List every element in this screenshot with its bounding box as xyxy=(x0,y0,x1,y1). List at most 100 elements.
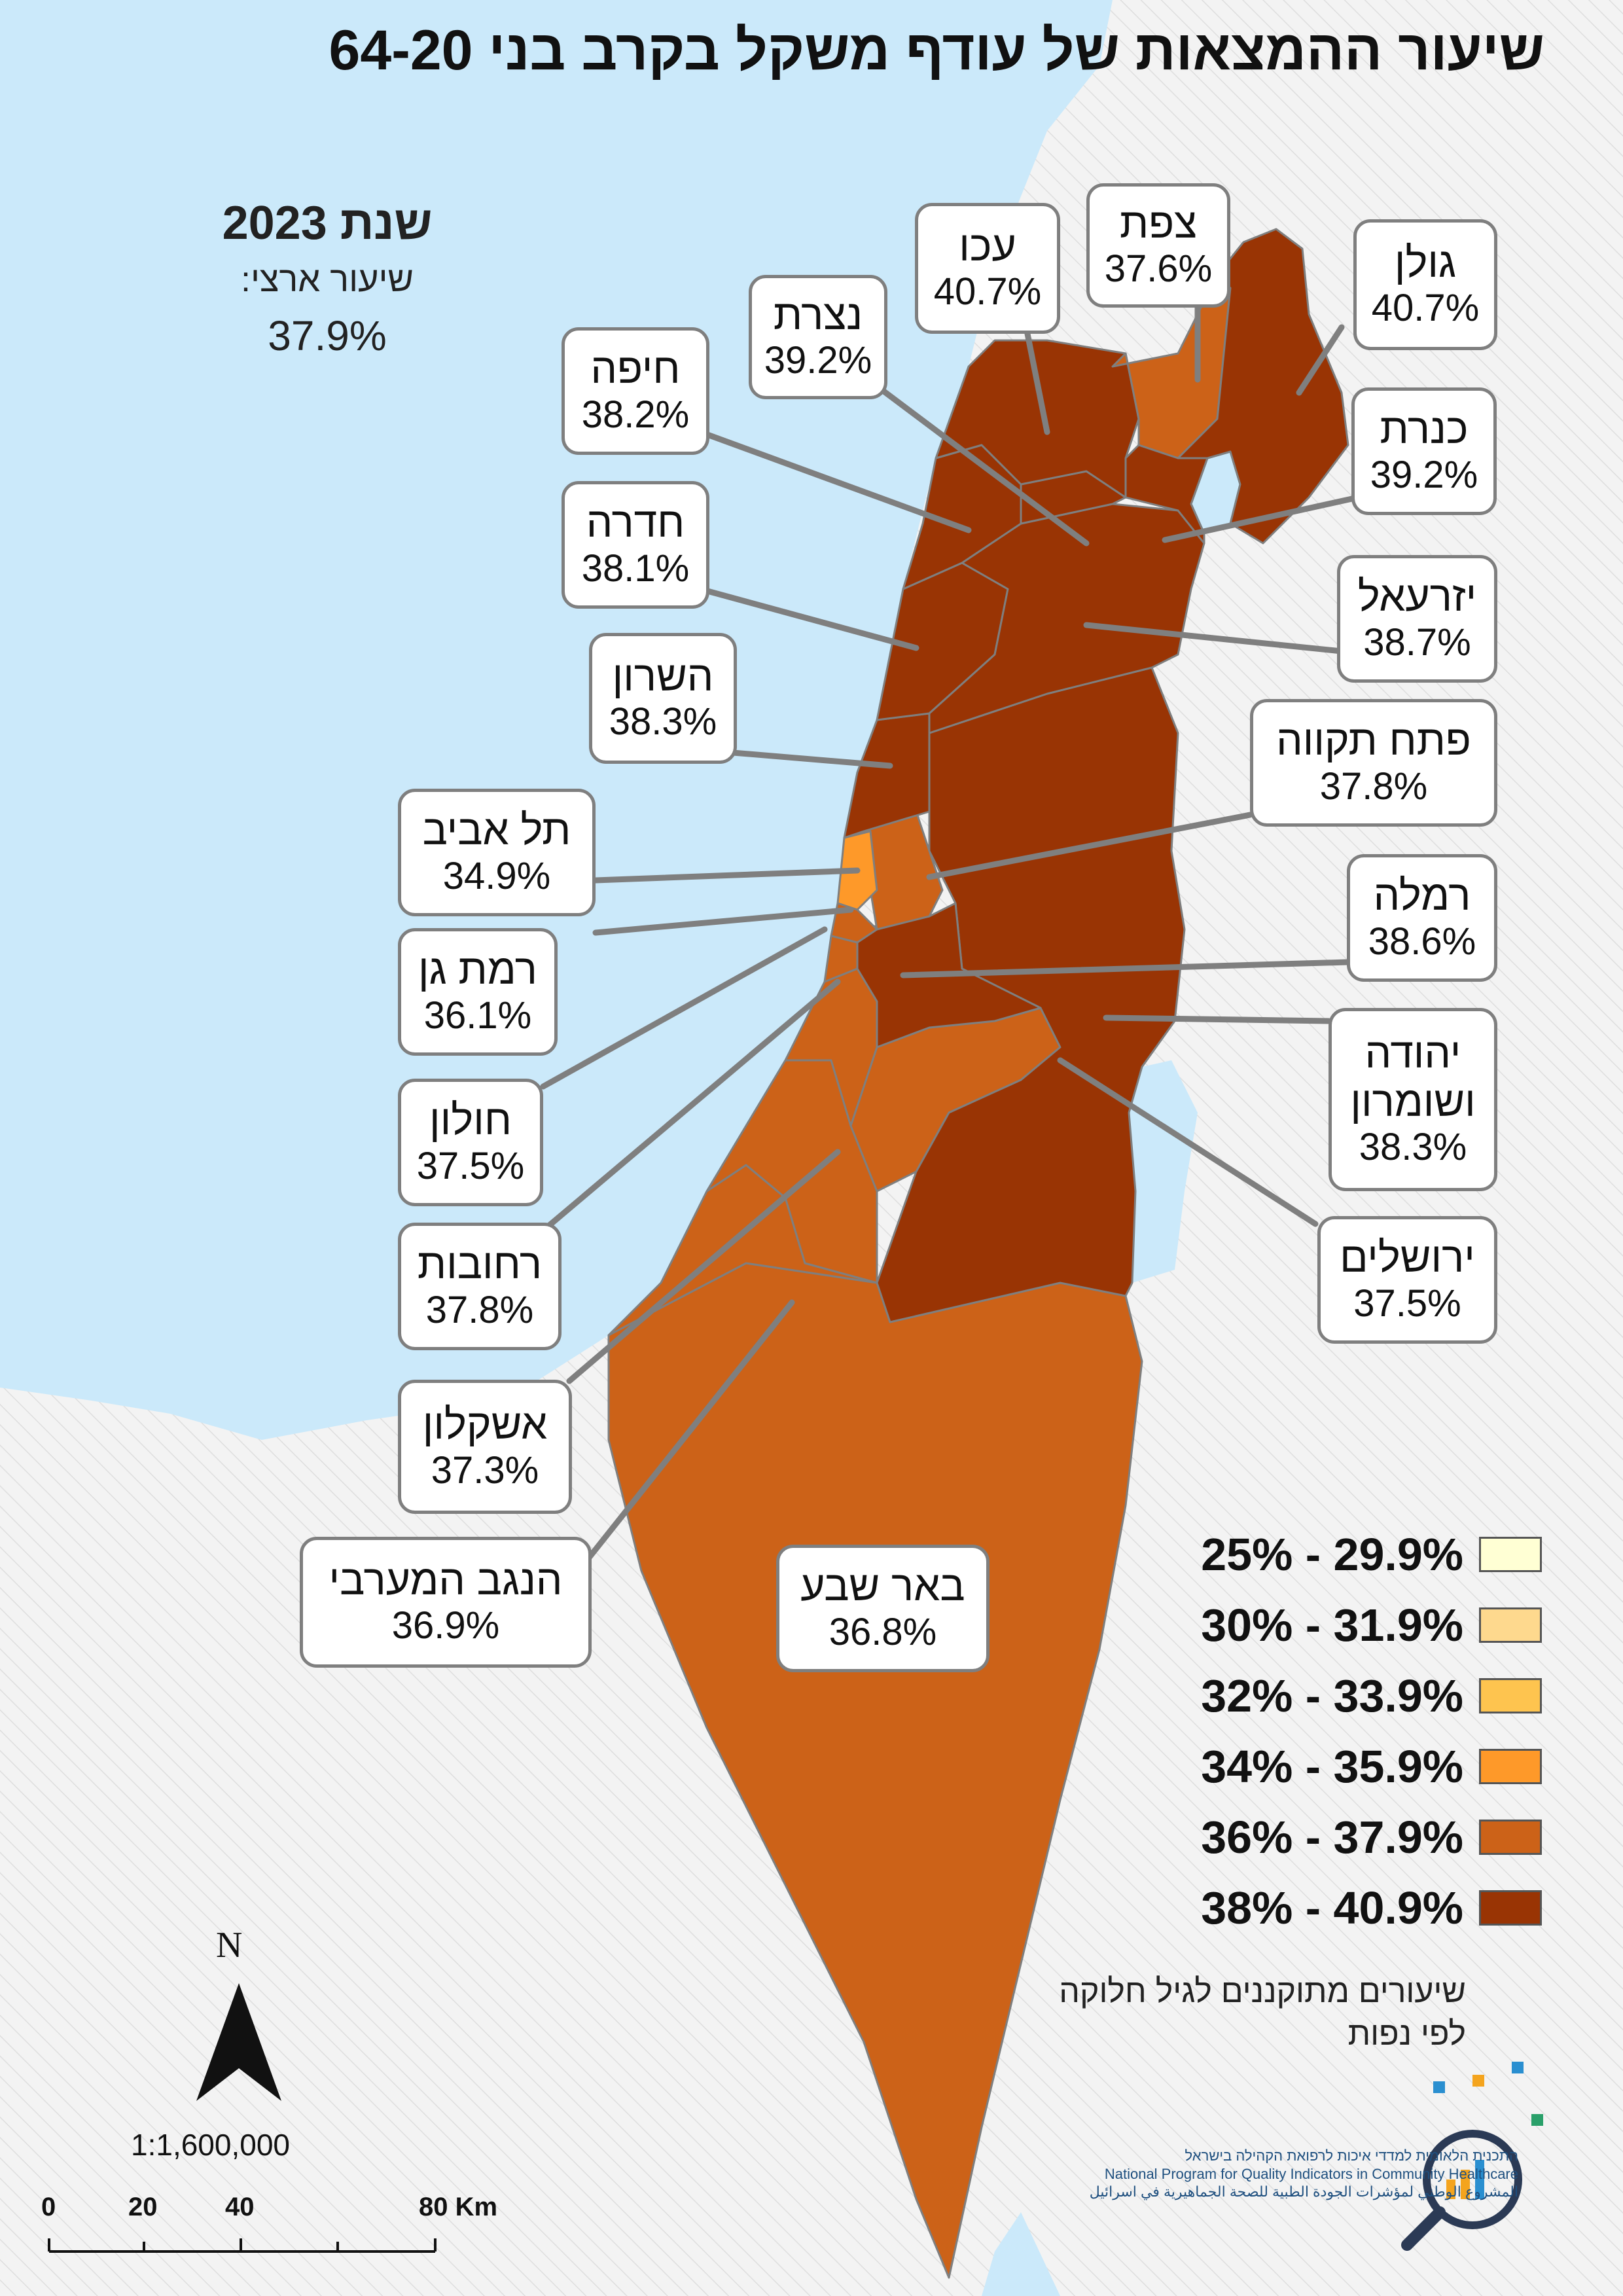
callout-ako[interactable]: עכו 40.7% xyxy=(915,203,1060,334)
scale-label-20: 20 xyxy=(128,2193,158,2221)
region-value: 38.3% xyxy=(609,700,717,744)
leader-yizreel xyxy=(1083,622,1345,655)
national-rate-value: 37.9% xyxy=(268,312,387,359)
org-credit: התכנית הלאומית למדדי איכות לרפואת הקהילה… xyxy=(942,2147,1518,2201)
region-name: אשקלון xyxy=(422,1401,548,1448)
region-value: 36.1% xyxy=(423,994,532,1037)
page-title: שיעור ההמצאות של עודף משקל בקרב בני 64-2… xyxy=(329,19,1544,82)
legend-item: 38% - 40.9% xyxy=(1086,1878,1558,1937)
region-name: הנגב המערבי xyxy=(329,1556,563,1604)
scale-label-40: 40 xyxy=(225,2193,255,2221)
callout-ramat-gan[interactable]: רמת גן 36.1% xyxy=(398,928,558,1056)
callout-petah-tikva[interactable]: פתח תקווה 37.8% xyxy=(1250,699,1497,827)
region-name: גולן xyxy=(1394,238,1457,286)
org-logo-icon xyxy=(1401,2062,1543,2251)
region-name: חדרה xyxy=(586,499,685,547)
leader-ashkelon xyxy=(566,1149,841,1384)
legend-swatch xyxy=(1479,1890,1542,1926)
callout-golan[interactable]: גולן 40.7% xyxy=(1353,219,1497,350)
leader-jerusalem xyxy=(1057,1057,1319,1227)
region-yizreel[interactable] xyxy=(928,503,1205,734)
region-value: 37.8% xyxy=(1319,764,1428,808)
year-summary: שנת 2023 שיעור ארצי: 37.9% xyxy=(118,196,537,360)
region-name: רמת גן xyxy=(418,946,537,994)
callout-jerusalem[interactable]: ירושלים 37.5% xyxy=(1317,1216,1497,1344)
callout-sharon[interactable]: השרון 38.3% xyxy=(589,633,737,764)
year-label: שנת 2023 xyxy=(222,197,433,249)
region-value: 38.2% xyxy=(581,393,690,436)
region-name: פתח תקווה xyxy=(1276,717,1471,764)
callout-holon[interactable]: חולון 37.5% xyxy=(398,1079,543,1206)
leader-sharon xyxy=(730,749,893,769)
leader-ramla xyxy=(900,959,1351,978)
leader-negev-west xyxy=(586,1299,795,1561)
region-value: 40.7% xyxy=(933,270,1042,314)
region-name: באר שבע xyxy=(800,1562,965,1610)
region-name: השרון xyxy=(612,652,714,700)
callout-yizreel[interactable]: יזרעאל 38.7% xyxy=(1337,555,1497,683)
legend-item: 32% - 33.9% xyxy=(1086,1666,1558,1725)
national-rate-label: שיעור ארצי: xyxy=(241,260,414,299)
region-name: יזרעאל xyxy=(1357,573,1477,620)
region-value: 38.7% xyxy=(1363,620,1471,664)
region-name: רמלה xyxy=(1373,872,1471,920)
region-value: 37.8% xyxy=(425,1288,534,1331)
legend-item: 36% - 37.9% xyxy=(1086,1808,1558,1867)
callout-negev-west[interactable]: הנגב המערבי 36.9% xyxy=(300,1537,592,1668)
region-value: 37.5% xyxy=(1353,1282,1461,1325)
leader-petah-tikva xyxy=(926,812,1253,880)
legend-label: 25% - 29.9% xyxy=(1201,1529,1463,1580)
leader-ako xyxy=(1024,331,1050,435)
region-name: ירושלים xyxy=(1340,1234,1475,1282)
callout-tel-aviv[interactable]: תל אביב 34.9% xyxy=(398,789,596,916)
region-name: צפת xyxy=(1119,199,1198,247)
region-name: כנרת xyxy=(1380,405,1469,453)
legend-swatch xyxy=(1479,1820,1542,1855)
region-name: רחובות xyxy=(417,1240,543,1288)
legend-swatch xyxy=(1479,1749,1542,1784)
callout-natsrat[interactable]: נצרת 39.2% xyxy=(749,275,887,399)
region-holon[interactable] xyxy=(823,935,859,983)
region-value: 34.9% xyxy=(442,854,551,897)
org-line-he: התכנית הלאומית למדדי איכות לרפואת הקהילה… xyxy=(1185,2147,1518,2164)
leader-hadera xyxy=(697,586,919,651)
region-golan[interactable] xyxy=(1177,228,1349,545)
region-name: חולון xyxy=(429,1096,512,1144)
org-line-en: National Program for Quality Indicators … xyxy=(1104,2165,1518,2182)
callout-ramla[interactable]: רמלה 38.6% xyxy=(1347,854,1497,982)
legend-label: 36% - 37.9% xyxy=(1201,1812,1463,1863)
legend-swatch xyxy=(1479,1537,1542,1572)
callout-haifa[interactable]: חיפה 38.2% xyxy=(562,327,709,455)
callout-tsfat[interactable]: צפת 37.6% xyxy=(1086,183,1230,308)
legend-label: 30% - 31.9% xyxy=(1201,1600,1463,1651)
leader-holon xyxy=(540,926,828,1090)
region-name: יהודה ושומרון xyxy=(1350,1030,1476,1125)
north-arrow-icon xyxy=(196,1983,281,2101)
scale-label-0: 0 xyxy=(41,2193,56,2221)
legend-label: 34% - 35.9% xyxy=(1201,1741,1463,1792)
callout-rehovot[interactable]: רחובות 37.8% xyxy=(398,1223,562,1350)
region-value: 36.8% xyxy=(829,1610,937,1653)
callout-beer-sheva[interactable]: באר שבע 36.8% xyxy=(776,1545,990,1672)
methodology-note: שיעורים מתוקננים לגיל חלוקה לפי נפות xyxy=(1059,1973,1466,2052)
leader-tel-aviv xyxy=(592,867,861,884)
region-value: 36.9% xyxy=(391,1604,500,1647)
legend-label: 32% - 33.9% xyxy=(1201,1670,1463,1721)
region-value: 37.3% xyxy=(431,1448,539,1492)
region-name: עכו xyxy=(959,222,1016,270)
leader-yehuda xyxy=(1103,1014,1332,1024)
scale-label-80: 80 Km xyxy=(419,2193,498,2221)
north-label: N xyxy=(216,1925,243,1965)
leader-ramat-gan xyxy=(592,906,854,936)
region-value: 39.2% xyxy=(1370,453,1478,496)
callout-hadera[interactable]: חדרה 38.1% xyxy=(562,481,709,609)
legend-swatch xyxy=(1479,1678,1542,1713)
region-value: 38.1% xyxy=(581,547,690,590)
region-value: 38.6% xyxy=(1368,920,1476,963)
callout-yehuda-shomron[interactable]: יהודה ושומרון 38.3% xyxy=(1329,1008,1497,1191)
callout-kinneret[interactable]: כנרת 39.2% xyxy=(1351,387,1497,515)
leader-rehovot xyxy=(540,978,841,1234)
callout-ashkelon[interactable]: אשקלון 37.3% xyxy=(398,1380,572,1514)
scale-bar xyxy=(48,2238,437,2253)
legend-item: 34% - 35.9% xyxy=(1086,1737,1558,1796)
